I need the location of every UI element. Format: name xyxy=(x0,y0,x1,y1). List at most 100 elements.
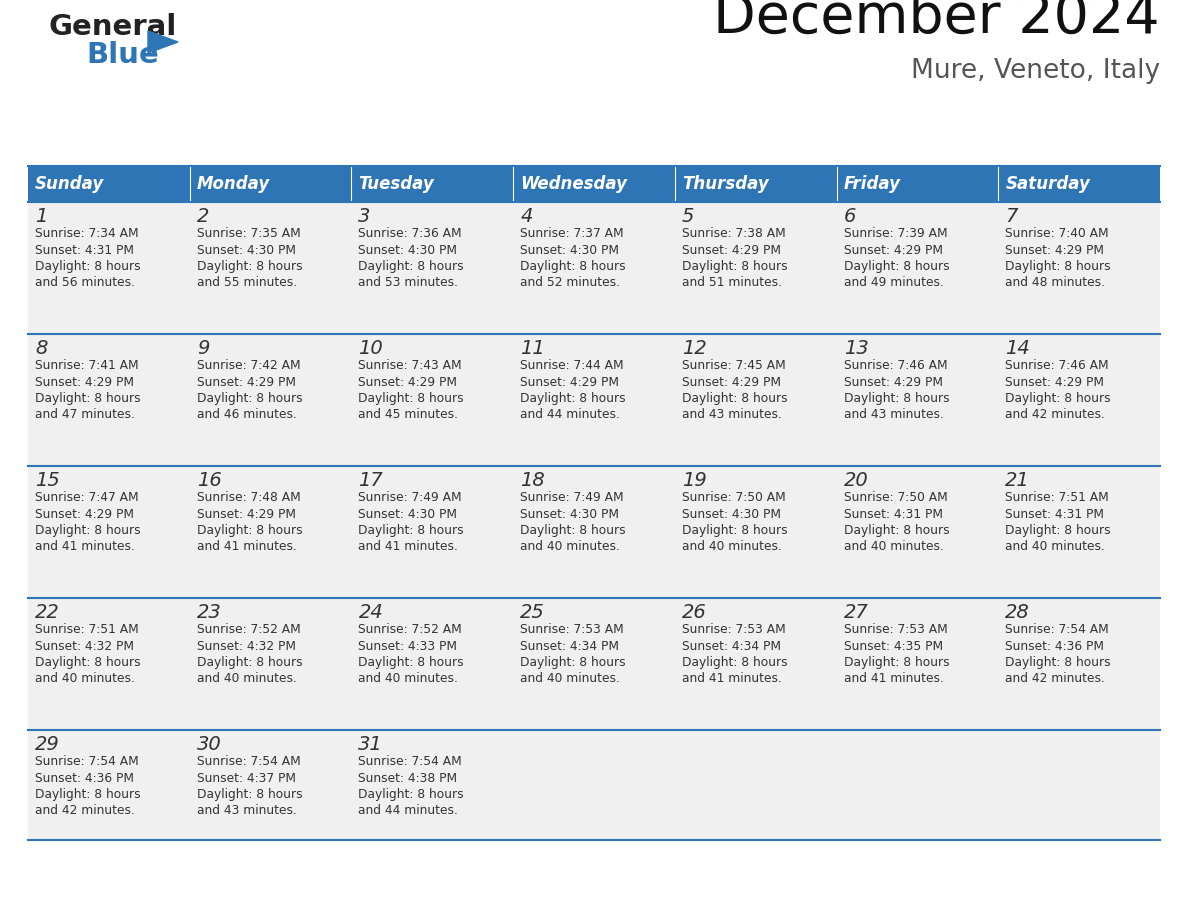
Bar xyxy=(998,730,1159,840)
Text: Daylight: 8 hours: Daylight: 8 hours xyxy=(197,260,302,273)
Text: Sunset: 4:29 PM: Sunset: 4:29 PM xyxy=(843,375,942,388)
Text: Sunrise: 7:35 AM: Sunrise: 7:35 AM xyxy=(197,227,301,240)
Text: Sunset: 4:29 PM: Sunset: 4:29 PM xyxy=(197,508,296,521)
Text: Sunset: 4:33 PM: Sunset: 4:33 PM xyxy=(359,640,457,653)
Text: Sunrise: 7:41 AM: Sunrise: 7:41 AM xyxy=(34,359,139,372)
Bar xyxy=(352,334,513,466)
Text: Daylight: 8 hours: Daylight: 8 hours xyxy=(359,392,465,405)
Text: Monday: Monday xyxy=(197,175,270,193)
Text: 23: 23 xyxy=(197,603,221,622)
Text: Sunset: 4:30 PM: Sunset: 4:30 PM xyxy=(682,508,781,521)
Text: Sunset: 4:29 PM: Sunset: 4:29 PM xyxy=(682,375,781,388)
Text: and 41 minutes.: and 41 minutes. xyxy=(682,673,782,686)
Text: Sunset: 4:29 PM: Sunset: 4:29 PM xyxy=(34,508,134,521)
Text: and 46 minutes.: and 46 minutes. xyxy=(197,409,297,421)
Bar xyxy=(675,598,836,730)
Text: Daylight: 8 hours: Daylight: 8 hours xyxy=(359,524,465,537)
Text: Daylight: 8 hours: Daylight: 8 hours xyxy=(34,788,140,801)
Polygon shape xyxy=(148,31,178,53)
Text: Sunset: 4:31 PM: Sunset: 4:31 PM xyxy=(843,508,942,521)
Bar xyxy=(998,202,1159,334)
Text: Sunset: 4:29 PM: Sunset: 4:29 PM xyxy=(682,243,781,256)
Text: and 41 minutes.: and 41 minutes. xyxy=(359,541,459,554)
Text: 1: 1 xyxy=(34,207,48,226)
Text: 8: 8 xyxy=(34,339,48,358)
Text: Sunrise: 7:54 AM: Sunrise: 7:54 AM xyxy=(1005,623,1110,636)
Text: Sunset: 4:31 PM: Sunset: 4:31 PM xyxy=(1005,508,1105,521)
Text: Sunrise: 7:51 AM: Sunrise: 7:51 AM xyxy=(1005,491,1110,504)
Text: Sunrise: 7:48 AM: Sunrise: 7:48 AM xyxy=(197,491,301,504)
Text: 20: 20 xyxy=(843,471,868,490)
Text: Sunrise: 7:46 AM: Sunrise: 7:46 AM xyxy=(843,359,947,372)
Text: Sunrise: 7:37 AM: Sunrise: 7:37 AM xyxy=(520,227,624,240)
Text: Sunrise: 7:54 AM: Sunrise: 7:54 AM xyxy=(34,755,139,768)
Text: and 53 minutes.: and 53 minutes. xyxy=(359,276,459,289)
Text: 11: 11 xyxy=(520,339,545,358)
Text: Sunset: 4:30 PM: Sunset: 4:30 PM xyxy=(359,243,457,256)
Text: Sunset: 4:31 PM: Sunset: 4:31 PM xyxy=(34,243,134,256)
Text: and 43 minutes.: and 43 minutes. xyxy=(682,409,782,421)
Text: Sunset: 4:36 PM: Sunset: 4:36 PM xyxy=(1005,640,1105,653)
Text: Sunset: 4:32 PM: Sunset: 4:32 PM xyxy=(34,640,134,653)
Bar xyxy=(190,166,352,202)
Bar xyxy=(190,466,352,598)
Text: and 44 minutes.: and 44 minutes. xyxy=(359,804,459,818)
Text: Sunset: 4:29 PM: Sunset: 4:29 PM xyxy=(359,375,457,388)
Text: 13: 13 xyxy=(843,339,868,358)
Text: Sunset: 4:30 PM: Sunset: 4:30 PM xyxy=(359,508,457,521)
Text: Saturday: Saturday xyxy=(1005,175,1091,193)
Text: Friday: Friday xyxy=(843,175,901,193)
Text: Blue: Blue xyxy=(86,41,159,69)
Text: Sunset: 4:29 PM: Sunset: 4:29 PM xyxy=(520,375,619,388)
Text: Sunrise: 7:50 AM: Sunrise: 7:50 AM xyxy=(682,491,785,504)
Text: Sunrise: 7:43 AM: Sunrise: 7:43 AM xyxy=(359,359,462,372)
Text: 22: 22 xyxy=(34,603,59,622)
Text: Sunset: 4:29 PM: Sunset: 4:29 PM xyxy=(197,375,296,388)
Bar xyxy=(675,466,836,598)
Text: and 56 minutes.: and 56 minutes. xyxy=(34,276,135,289)
Text: 19: 19 xyxy=(682,471,707,490)
Text: Daylight: 8 hours: Daylight: 8 hours xyxy=(843,524,949,537)
Bar xyxy=(29,598,190,730)
Bar xyxy=(29,466,190,598)
Bar xyxy=(29,730,190,840)
Text: Daylight: 8 hours: Daylight: 8 hours xyxy=(1005,656,1111,669)
Bar xyxy=(352,730,513,840)
Bar xyxy=(352,202,513,334)
Text: Daylight: 8 hours: Daylight: 8 hours xyxy=(1005,392,1111,405)
Text: Sunset: 4:32 PM: Sunset: 4:32 PM xyxy=(197,640,296,653)
Bar xyxy=(513,334,675,466)
Text: Sunrise: 7:34 AM: Sunrise: 7:34 AM xyxy=(34,227,139,240)
Text: General: General xyxy=(48,13,176,41)
Text: Daylight: 8 hours: Daylight: 8 hours xyxy=(359,788,465,801)
Text: 27: 27 xyxy=(843,603,868,622)
Text: Daylight: 8 hours: Daylight: 8 hours xyxy=(520,260,626,273)
Text: Sunrise: 7:54 AM: Sunrise: 7:54 AM xyxy=(197,755,301,768)
Text: 26: 26 xyxy=(682,603,707,622)
Text: and 40 minutes.: and 40 minutes. xyxy=(34,673,135,686)
Text: 12: 12 xyxy=(682,339,707,358)
Text: and 41 minutes.: and 41 minutes. xyxy=(197,541,297,554)
Text: and 42 minutes.: and 42 minutes. xyxy=(34,804,135,818)
Text: Sunrise: 7:47 AM: Sunrise: 7:47 AM xyxy=(34,491,139,504)
Text: Sunrise: 7:44 AM: Sunrise: 7:44 AM xyxy=(520,359,624,372)
Text: Sunset: 4:38 PM: Sunset: 4:38 PM xyxy=(359,771,457,785)
Bar xyxy=(190,202,352,334)
Bar xyxy=(29,202,190,334)
Text: 14: 14 xyxy=(1005,339,1030,358)
Text: Thursday: Thursday xyxy=(682,175,769,193)
Bar xyxy=(998,466,1159,598)
Text: Daylight: 8 hours: Daylight: 8 hours xyxy=(34,392,140,405)
Bar xyxy=(513,466,675,598)
Text: and 45 minutes.: and 45 minutes. xyxy=(359,409,459,421)
Text: Sunrise: 7:50 AM: Sunrise: 7:50 AM xyxy=(843,491,947,504)
Bar xyxy=(675,334,836,466)
Text: and 40 minutes.: and 40 minutes. xyxy=(1005,541,1105,554)
Text: 18: 18 xyxy=(520,471,545,490)
Text: 30: 30 xyxy=(197,735,221,754)
Text: 6: 6 xyxy=(843,207,855,226)
Text: Sunset: 4:29 PM: Sunset: 4:29 PM xyxy=(1005,375,1105,388)
Text: Sunrise: 7:49 AM: Sunrise: 7:49 AM xyxy=(520,491,624,504)
Text: Mure, Veneto, Italy: Mure, Veneto, Italy xyxy=(911,58,1159,84)
Text: 15: 15 xyxy=(34,471,59,490)
